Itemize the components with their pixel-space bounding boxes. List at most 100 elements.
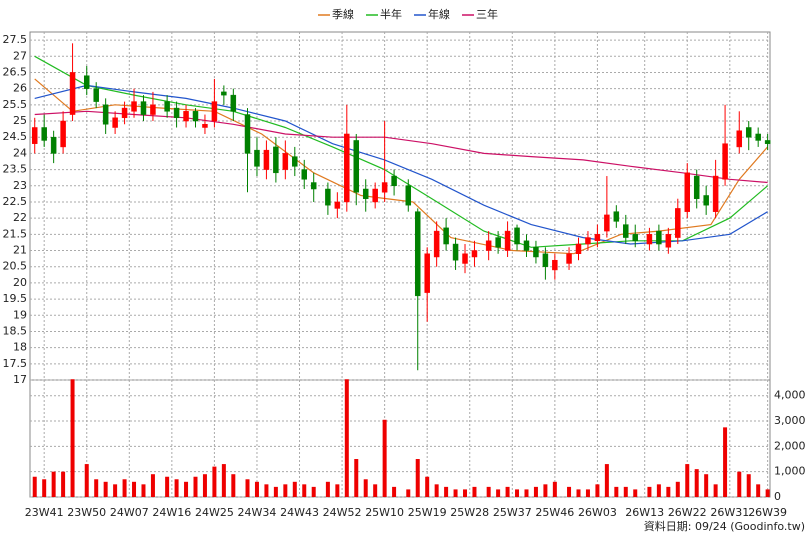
candle-body bbox=[452, 243, 459, 261]
candle-body bbox=[273, 146, 279, 174]
volume-bar bbox=[567, 486, 572, 497]
candle-body bbox=[362, 188, 369, 199]
volume-bar bbox=[585, 489, 590, 497]
volume-bar bbox=[202, 474, 207, 497]
candle-body bbox=[254, 149, 260, 167]
volume-bar bbox=[150, 474, 155, 497]
volume-bar bbox=[392, 486, 397, 497]
candle-body bbox=[471, 250, 478, 258]
candle-body bbox=[433, 230, 440, 258]
volume-bar bbox=[193, 476, 198, 497]
candle-body bbox=[675, 208, 681, 238]
volume-bar bbox=[363, 479, 368, 497]
candle-body bbox=[405, 185, 412, 206]
candle-body bbox=[552, 259, 558, 271]
legend-label: 三年 bbox=[476, 7, 498, 21]
candle-body bbox=[613, 211, 620, 222]
y-tick-label: 26.5 bbox=[3, 65, 28, 78]
y-tick-label: 25 bbox=[13, 114, 27, 127]
y-tick-label: 20.5 bbox=[3, 260, 28, 273]
volume-bar bbox=[254, 481, 259, 497]
candle-body bbox=[391, 175, 397, 187]
source-note: 資料日期: 09/24 (Goodinfo.tw) bbox=[644, 519, 805, 533]
volume-bar bbox=[273, 486, 278, 497]
volume-bar bbox=[524, 489, 529, 497]
candle-body bbox=[656, 230, 662, 245]
volume-bar bbox=[633, 489, 638, 497]
y-tick-label: 20 bbox=[13, 276, 27, 289]
x-tick-label: 24W34 bbox=[238, 506, 277, 519]
y-tick-label: 19.5 bbox=[3, 292, 28, 305]
volume-bar bbox=[675, 481, 680, 497]
volume-tick-label: 3,000 bbox=[774, 414, 806, 427]
x-tick-label: 24W25 bbox=[195, 506, 234, 519]
candle-body bbox=[102, 104, 109, 125]
candle-body bbox=[344, 133, 350, 203]
volume-bar bbox=[656, 484, 661, 497]
volume-bar bbox=[595, 484, 600, 497]
volume-bar bbox=[283, 484, 288, 497]
volume-bar bbox=[325, 481, 330, 497]
volume-bar bbox=[425, 476, 430, 497]
x-tick-label: 24W52 bbox=[323, 506, 362, 519]
volume-bar bbox=[543, 484, 548, 497]
x-tick-label: 25W10 bbox=[365, 506, 404, 519]
candle-body bbox=[325, 188, 331, 206]
y-tick-label: 23 bbox=[13, 179, 27, 192]
candle-body bbox=[736, 130, 743, 148]
volume-bar bbox=[463, 489, 468, 497]
volume-bar bbox=[311, 486, 316, 497]
volume-bar bbox=[515, 489, 520, 497]
x-tick-label: 25W46 bbox=[535, 506, 574, 519]
volume-bar bbox=[765, 489, 770, 497]
candle-body bbox=[604, 214, 610, 232]
volume-bar bbox=[533, 486, 538, 497]
y-tick-label: 18 bbox=[13, 341, 27, 354]
candle-body bbox=[50, 136, 57, 154]
volume-bar bbox=[623, 486, 628, 497]
candle-body bbox=[523, 240, 530, 251]
x-tick-label: 26W22 bbox=[668, 506, 707, 519]
volume-bar bbox=[723, 427, 728, 497]
candle-body bbox=[292, 156, 298, 167]
candle-body bbox=[211, 101, 218, 122]
volume-bar bbox=[382, 419, 387, 497]
candle-body bbox=[381, 182, 388, 193]
volume-bar bbox=[704, 474, 709, 497]
candle-body bbox=[665, 234, 672, 248]
volume-bar bbox=[113, 484, 118, 497]
y-tick-label: 17.5 bbox=[3, 357, 28, 370]
candle-body bbox=[372, 188, 378, 203]
candle-body bbox=[60, 120, 66, 148]
volume-bar bbox=[373, 484, 378, 497]
volume-bar bbox=[174, 479, 179, 497]
candle-body bbox=[485, 240, 492, 251]
x-tick-label: 24W07 bbox=[110, 506, 149, 519]
candle-body bbox=[334, 201, 341, 209]
volume-bar bbox=[737, 471, 742, 497]
candle-body bbox=[542, 253, 549, 267]
candle-body bbox=[31, 127, 38, 144]
candle-body bbox=[693, 175, 700, 199]
candle-body bbox=[202, 124, 208, 128]
volume-bar bbox=[103, 481, 108, 497]
volume-bar bbox=[61, 471, 66, 497]
candle-body bbox=[69, 72, 76, 115]
candle-body bbox=[684, 172, 691, 212]
candle-body bbox=[575, 243, 582, 254]
candle-body bbox=[712, 175, 719, 212]
volume-bar bbox=[264, 484, 269, 497]
volume-bar bbox=[245, 479, 250, 497]
volume-bar bbox=[434, 484, 439, 497]
candle-body bbox=[41, 127, 47, 141]
x-tick-label: 26W39 bbox=[748, 506, 787, 519]
volume-bar bbox=[552, 481, 557, 497]
volume-bar bbox=[756, 484, 761, 497]
candle-body bbox=[703, 195, 709, 206]
y-tick-label: 22.5 bbox=[3, 195, 28, 208]
volume-bar bbox=[184, 481, 189, 497]
volume-bar bbox=[354, 459, 359, 497]
x-tick-label: 26W31 bbox=[710, 506, 749, 519]
candle-body bbox=[131, 101, 137, 112]
